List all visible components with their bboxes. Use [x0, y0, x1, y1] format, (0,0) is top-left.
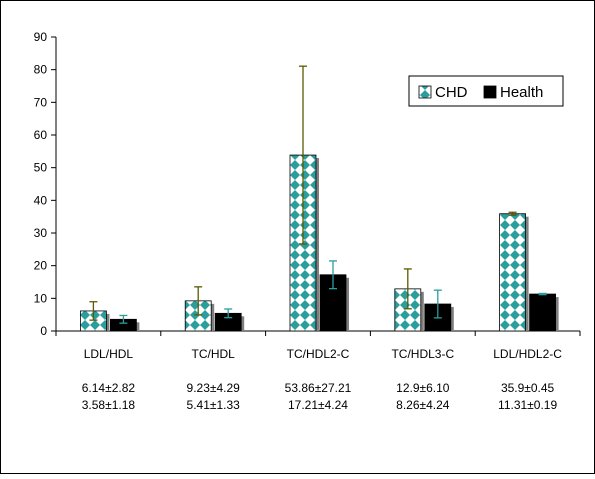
y-tick-label: 10	[34, 291, 48, 305]
y-tick-label: 90	[34, 30, 48, 44]
x-tick-label: LDL/HDL2-C	[493, 347, 562, 361]
data-label-chd: 53.86±27.21	[285, 381, 352, 395]
x-tick-label: TC/HDL3-C	[391, 347, 454, 361]
x-tick-label: LDL/HDL	[84, 347, 134, 361]
data-label-health: 11.31±0.19	[498, 398, 557, 412]
y-tick-label: 60	[34, 128, 48, 142]
legend-swatch-chd	[418, 85, 432, 99]
legend-label-health: Health	[500, 84, 543, 101]
data-label-chd: 35.9±0.45	[501, 381, 555, 395]
bar-chd	[499, 213, 527, 332]
data-label-health: 17.21±4.24	[288, 398, 348, 412]
data-label-health: 8.26±4.24	[396, 398, 450, 412]
y-tick-label: 80	[34, 63, 48, 77]
x-tick-label: TC/HDL2-C	[287, 347, 350, 361]
bar-health	[529, 293, 556, 332]
y-tick-label: 0	[40, 324, 47, 338]
data-label-chd: 6.14±2.82	[82, 381, 136, 395]
data-label-chd: 12.9±6.10	[396, 381, 450, 395]
y-tick-label: 30	[34, 226, 48, 240]
data-label-chd: 9.23±4.29	[187, 381, 241, 395]
data-label-health: 5.41±1.33	[187, 398, 241, 412]
y-tick-label: 50	[34, 161, 48, 175]
legend-swatch-health	[483, 85, 497, 99]
x-tick-label: TC/HDL	[192, 347, 236, 361]
y-tick-label: 70	[34, 95, 48, 109]
legend-label-chd: CHD	[435, 84, 468, 101]
y-tick-label: 40	[34, 193, 48, 207]
y-tick-label: 20	[34, 259, 48, 273]
data-label-health: 3.58±1.18	[82, 398, 136, 412]
